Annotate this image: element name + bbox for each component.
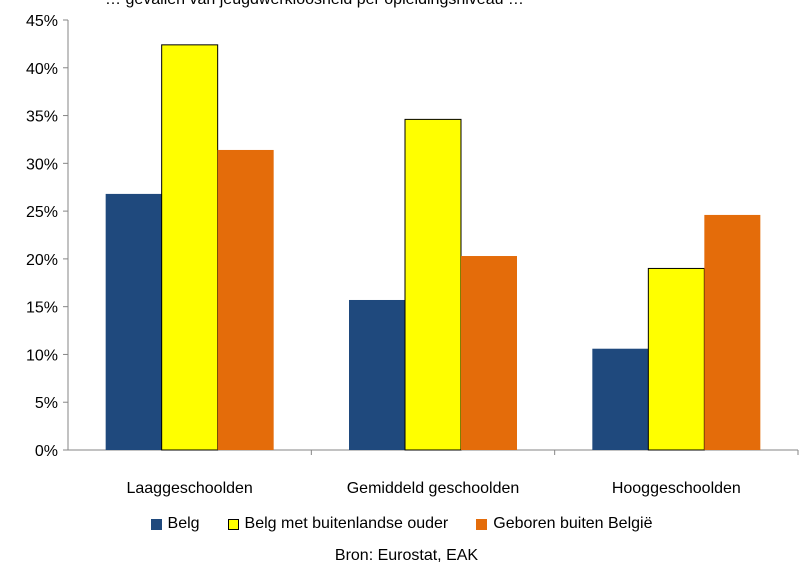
legend-label-geboren-buiten-belgie: Geboren buiten België: [493, 515, 653, 532]
x-category-label: Laaggeschoolden: [126, 480, 252, 497]
bar-1-0: [349, 299, 405, 450]
legend-swatch-belg-buitenlandse-ouder: [227, 518, 239, 530]
bar-0-1: [161, 44, 219, 451]
y-tick-label: 25%: [26, 204, 58, 221]
y-tick-label: 40%: [26, 61, 58, 78]
legend-item-belg: Belg: [150, 515, 200, 533]
legend-label-belg: Belg: [167, 515, 200, 532]
source-note: Bron: Eurostat, EAK: [334, 547, 479, 564]
x-category-label: Hooggeschoolden: [612, 480, 741, 497]
y-tick-label: 45%: [26, 13, 58, 30]
y-tick-label: 5%: [35, 395, 58, 412]
bar-2-0: [592, 348, 649, 450]
y-tick-label: 20%: [26, 252, 58, 269]
y-tick-label: 10%: [26, 347, 58, 364]
y-tick-label: 0%: [35, 443, 58, 460]
bar-0-0: [105, 193, 162, 450]
bar-2-1: [647, 267, 705, 451]
bar-1-2: [461, 256, 517, 450]
y-tick-label: 15%: [26, 300, 58, 317]
legend-swatch-belg: [150, 518, 162, 530]
bar-2-2: [704, 214, 761, 450]
bar-0-2: [217, 149, 274, 450]
chart-title: … gevallen van jeugdwerkloosheid per opl…: [0, 0, 803, 9]
x-category-label: Gemiddeld geschoolden: [347, 480, 520, 497]
y-tick-label: 35%: [26, 109, 58, 126]
legend-swatch-geboren-buiten-belgie: [476, 518, 488, 530]
bar-chart: 0% 5% 10% 15% 20% 25% 30% 35% 40% 45% Laaggeschool…: [26, 13, 799, 497]
legend: Belg Belg met buitenlandse ouder Geboren…: [0, 514, 803, 534]
legend-label-belg-buitenlandse-ouder: Belg met buitenlandse ouder: [244, 515, 449, 532]
y-tick-label: 30%: [26, 156, 58, 173]
legend-item-belg-buitenlandse-ouder: Belg met buitenlandse ouder: [227, 515, 449, 533]
bar-1-1: [404, 118, 462, 451]
legend-item-geboren-buiten-belgie: Geboren buiten België: [476, 515, 652, 533]
